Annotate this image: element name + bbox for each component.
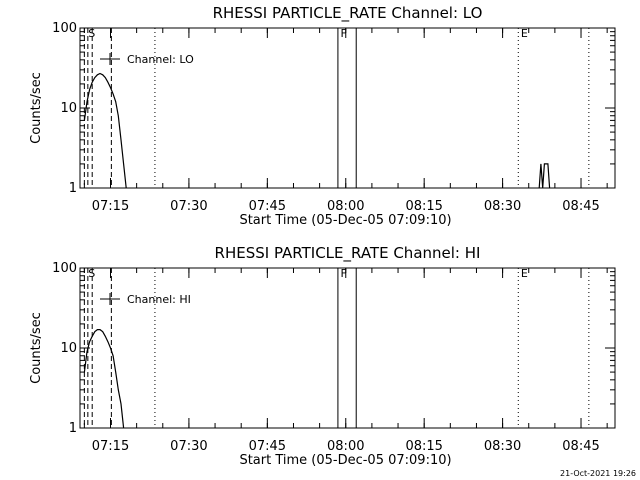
x-tick-label: 08:00 — [327, 439, 364, 454]
x-tick-label: 08:15 — [405, 439, 442, 454]
footer-date: 21-Oct-2021 19:26 — [560, 469, 636, 478]
event-marker-label: E — [521, 27, 528, 40]
x-tick-label: 07:15 — [92, 199, 129, 214]
plot-frame — [79, 27, 616, 189]
x-tick-label: 07:30 — [170, 439, 207, 454]
data-series-line — [83, 329, 125, 428]
event-marker-label: F — [341, 27, 347, 40]
x-tick-label: 07:15 — [92, 439, 129, 454]
y-tick-label: 10 — [60, 341, 77, 356]
y-axis-label: Counts/sec — [29, 72, 44, 144]
x-tick-label: 07:45 — [249, 439, 286, 454]
legend-label: Channel: HI — [127, 293, 191, 306]
plot-frame — [79, 267, 616, 429]
event-marker-label: E — [521, 267, 528, 280]
y-axis-label: Counts/sec — [29, 312, 44, 384]
y-tick-label: 100 — [52, 261, 77, 276]
x-tick-label: 08:45 — [562, 439, 599, 454]
x-tick-label: 08:15 — [405, 199, 442, 214]
data-series-line — [83, 72, 127, 188]
x-tick-label: 08:45 — [562, 199, 599, 214]
legend-label: Channel: LO — [127, 53, 194, 66]
event-marker-label: S — [88, 27, 95, 40]
hi-channel-panel: RHESSI PARTICLE_RATE Channel: HI Counts/s… — [29, 244, 616, 468]
x-tick-label: 07:45 — [249, 199, 286, 214]
x-tick-label: 08:00 — [327, 199, 364, 214]
lo-channel-panel: RHESSI PARTICLE_RATE Channel: LO Counts/s… — [29, 4, 616, 228]
y-tick-label: 1 — [69, 421, 77, 436]
y-tick-label: 10 — [60, 101, 77, 116]
y-tick-label: 1 — [69, 181, 77, 196]
x-axis-label: Start Time (05-Dec-05 07:09:10) — [239, 213, 451, 228]
event-marker-label: S — [88, 267, 95, 280]
chart-title: RHESSI PARTICLE_RATE Channel: LO — [213, 4, 483, 23]
event-marker-label: F — [341, 267, 347, 280]
y-tick-label: 100 — [52, 21, 77, 36]
x-tick-label: 07:30 — [170, 199, 207, 214]
x-axis-label: Start Time (05-Dec-05 07:09:10) — [239, 453, 451, 468]
x-tick-label: 08:30 — [484, 439, 521, 454]
data-series-line — [538, 163, 551, 188]
chart-title: RHESSI PARTICLE_RATE Channel: HI — [215, 244, 481, 263]
x-tick-label: 08:30 — [484, 199, 521, 214]
